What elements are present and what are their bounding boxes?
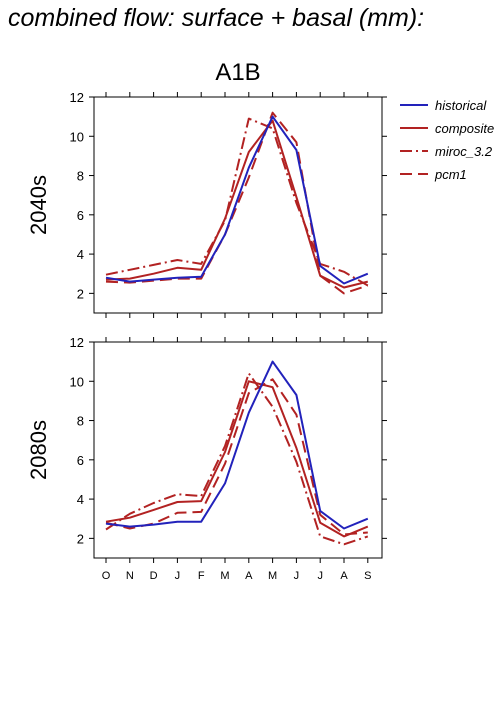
- plot-frame: [93, 96, 383, 314]
- x-tick-label: A: [340, 570, 348, 582]
- x-tick-label: A: [245, 570, 253, 582]
- series-line-pcm1: [105, 378, 368, 536]
- series-line-composite: [105, 380, 369, 538]
- x-tick-label: S: [364, 570, 371, 582]
- legend-item-historical: historical: [400, 98, 487, 113]
- panel-2040s: 2 4 6 8 10 12 2040s: [26, 90, 387, 318]
- panel-2080s: 2 4 6 8 10 12 O N D J F M A M J J A S 2080s: [26, 335, 387, 582]
- legend-item-miroc_3.2: miroc_3.2: [400, 144, 493, 159]
- plot-frame: [93, 341, 383, 559]
- x-tick-label: J: [294, 570, 300, 582]
- y-axis-label: 2040s: [26, 175, 51, 235]
- series-line-miroc_3.2: [105, 372, 369, 546]
- page-title: combined flow: surface + basal (mm):: [8, 4, 425, 32]
- x-tick-label: N: [126, 570, 134, 582]
- y-tick-label: 12: [70, 335, 84, 350]
- y-tick-label: 12: [70, 90, 84, 105]
- x-tick-label: J: [317, 570, 323, 582]
- series-line-historical: [105, 360, 369, 530]
- legend-item-pcm1: pcm1: [400, 167, 467, 182]
- x-tick-label: F: [198, 570, 205, 582]
- x-tick-label: O: [102, 570, 111, 582]
- y-tick-label: 2: [77, 286, 84, 301]
- y-tick-label: 10: [70, 374, 84, 389]
- y-tick-label: 2: [77, 531, 84, 546]
- y-axis-label: 2080s: [26, 420, 51, 480]
- x-tick-label: J: [175, 570, 181, 582]
- legend-label: historical: [435, 98, 487, 113]
- legend-label: pcm1: [434, 167, 467, 182]
- y-tick-label: 4: [77, 492, 84, 507]
- y-tick-label: 10: [70, 129, 84, 144]
- y-tick-label: 6: [77, 208, 84, 223]
- legend-label: composite: [435, 121, 494, 136]
- y-tick-label: 8: [77, 414, 84, 429]
- y-tick-label: 6: [77, 453, 84, 468]
- y-tick-label: 4: [77, 247, 84, 262]
- y-tick-label: 8: [77, 169, 84, 184]
- x-tick-label: D: [150, 570, 158, 582]
- legend-label: miroc_3.2: [435, 144, 493, 159]
- x-tick-label: M: [268, 570, 277, 582]
- panels: 2 4 6 8 10 12 2040s 2 4 6 8 10 12 O N D J F M A M J J A S 2080s: [26, 90, 387, 582]
- series-line-historical: [105, 115, 369, 285]
- series-line-miroc_3.2: [105, 117, 369, 287]
- scenario-title: A1B: [215, 59, 260, 86]
- legend: historical composite miroc_3.2 pcm1: [400, 98, 494, 182]
- x-tick-label: M: [220, 570, 229, 582]
- legend-item-composite: composite: [400, 121, 494, 136]
